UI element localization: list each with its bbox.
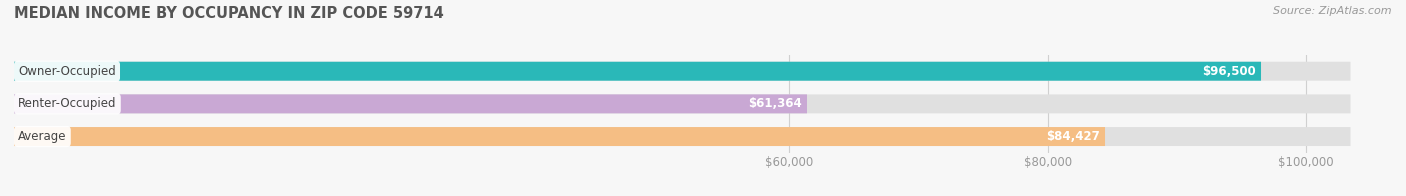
Text: $84,427: $84,427 (1046, 130, 1099, 143)
PathPatch shape (14, 62, 1261, 81)
Text: Source: ZipAtlas.com: Source: ZipAtlas.com (1274, 6, 1392, 16)
PathPatch shape (14, 94, 1351, 113)
Text: $61,364: $61,364 (748, 97, 801, 110)
Text: $96,500: $96,500 (1202, 65, 1256, 78)
PathPatch shape (14, 94, 807, 113)
Text: Average: Average (18, 130, 66, 143)
Text: MEDIAN INCOME BY OCCUPANCY IN ZIP CODE 59714: MEDIAN INCOME BY OCCUPANCY IN ZIP CODE 5… (14, 6, 444, 21)
PathPatch shape (14, 127, 1105, 146)
PathPatch shape (14, 62, 1351, 81)
PathPatch shape (14, 127, 1351, 146)
Text: Renter-Occupied: Renter-Occupied (18, 97, 117, 110)
Text: Owner-Occupied: Owner-Occupied (18, 65, 115, 78)
